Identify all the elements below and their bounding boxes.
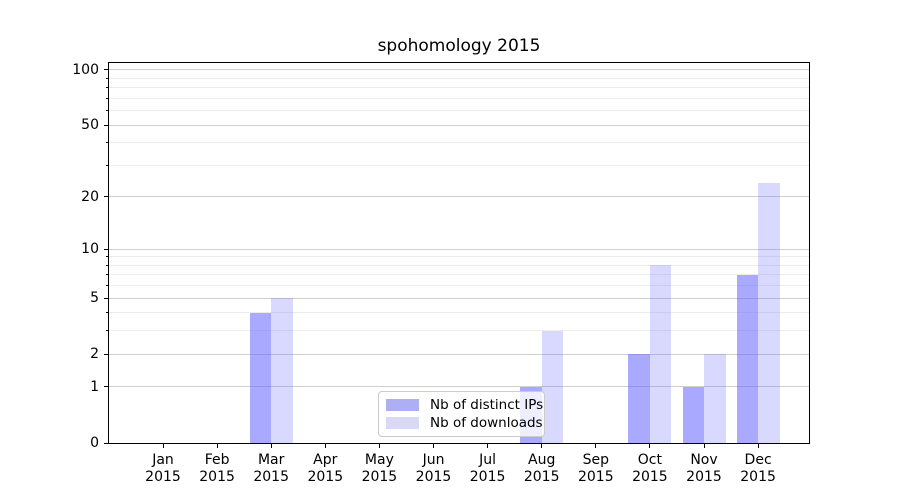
y-gridline (109, 297, 809, 299)
y-minor-tick (106, 285, 108, 287)
y-minor-gridline (109, 164, 809, 166)
legend-swatch-icon (386, 399, 419, 411)
x-tick (162, 444, 164, 448)
y-minor-tick (106, 256, 108, 258)
y-minor-gridline (109, 264, 809, 266)
y-minor-gridline (109, 274, 809, 276)
bar-downloads-oct (649, 265, 672, 443)
x-tick-label-jul: Jul 2015 (469, 452, 506, 485)
y-minor-tick (106, 330, 108, 332)
chart-title: spohomology 2015 (377, 36, 541, 56)
y-minor-gridline (109, 77, 809, 79)
y-minor-gridline (109, 142, 809, 144)
y-minor-tick (106, 87, 108, 89)
bar-ips-oct (628, 354, 650, 443)
y-gridline (109, 124, 809, 126)
x-tick (216, 444, 218, 448)
y-tick (104, 442, 108, 444)
y-minor-gridline (109, 330, 809, 332)
x-tick-label-oct: Oct 2015 (632, 452, 668, 485)
x-tick-label-apr: Apr 2015 (307, 452, 344, 485)
y-gridline (109, 248, 809, 250)
y-tick-label: 5 (90, 290, 99, 307)
y-tick (104, 196, 108, 198)
y-minor-gridline (109, 97, 809, 99)
bar-downloads-dec (758, 182, 780, 443)
bar-downloads-mar (271, 298, 293, 443)
legend: Nb of distinct IPs Nb of downloads (378, 391, 545, 437)
y-minor-tick (106, 110, 108, 112)
legend-label: Nb of distinct IPs (430, 397, 544, 413)
bar-ips-nov (682, 386, 704, 443)
x-tick-label-jan: Jan 2015 (145, 452, 181, 485)
x-tick-label-jun: Jun 2015 (415, 452, 452, 485)
y-minor-gridline (109, 110, 809, 112)
y-tick (104, 124, 108, 126)
y-tick-label: 100 (72, 62, 99, 78)
x-tick (595, 444, 597, 448)
bar-downloads-aug (541, 330, 564, 443)
y-tick (104, 297, 108, 299)
y-tick-label: 20 (81, 188, 99, 205)
y-gridline (109, 353, 809, 355)
x-tick (487, 444, 489, 448)
y-gridline (109, 196, 809, 198)
y-minor-gridline (109, 256, 809, 258)
y-tick (104, 353, 108, 355)
x-tick (703, 444, 705, 448)
y-minor-gridline (109, 285, 809, 287)
y-minor-tick (106, 274, 108, 276)
y-tick-label: 10 (81, 241, 99, 258)
y-tick (104, 386, 108, 388)
bar-downloads-nov (704, 354, 726, 443)
legend-swatch-icon (386, 417, 419, 429)
x-tick (270, 444, 272, 448)
y-gridline (109, 69, 809, 71)
x-tick-label-aug: Aug 2015 (523, 452, 560, 485)
y-gridline (109, 386, 809, 388)
y-minor-tick (106, 264, 108, 266)
y-tick (104, 248, 108, 250)
y-tick-label: 1 (90, 378, 99, 395)
x-tick-label-feb: Feb 2015 (199, 452, 235, 485)
y-minor-tick (106, 77, 108, 79)
x-tick (757, 444, 759, 448)
y-minor-tick (106, 164, 108, 166)
legend-entry-downloads: Nb of downloads (386, 415, 543, 431)
x-tick-label-nov: Nov 2015 (686, 452, 722, 485)
y-minor-tick (106, 97, 108, 99)
x-tick (324, 444, 326, 448)
x-tick-label-mar: Mar 2015 (253, 452, 289, 485)
x-tick-label-sep: Sep 2015 (577, 452, 614, 485)
legend-entry-distinct-ips: Nb of distinct IPs (386, 397, 543, 413)
y-minor-tick (106, 312, 108, 314)
y-tick-label: 50 (81, 117, 99, 134)
x-tick-label-may: May 2015 (361, 452, 398, 485)
y-tick-label: 2 (90, 346, 99, 363)
y-minor-gridline (109, 87, 809, 89)
y-tick (104, 69, 108, 71)
x-tick (378, 444, 380, 448)
plot-area: 100 50 20 10 5 2 1 0 Nb of distinct IPs Nb of d… (72, 62, 810, 485)
x-tick-label-dec: Dec 2015 (740, 452, 776, 485)
y-tick-label: 0 (90, 435, 99, 451)
bar-ips-dec (736, 274, 759, 443)
x-tick (433, 444, 434, 448)
x-tick (541, 444, 543, 448)
legend-label: Nb of downloads (430, 415, 543, 431)
x-tick (649, 444, 651, 448)
bar-ips-mar (249, 312, 272, 443)
y-minor-gridline (109, 312, 809, 314)
bars-layer (109, 63, 809, 443)
y-minor-tick (106, 142, 108, 144)
